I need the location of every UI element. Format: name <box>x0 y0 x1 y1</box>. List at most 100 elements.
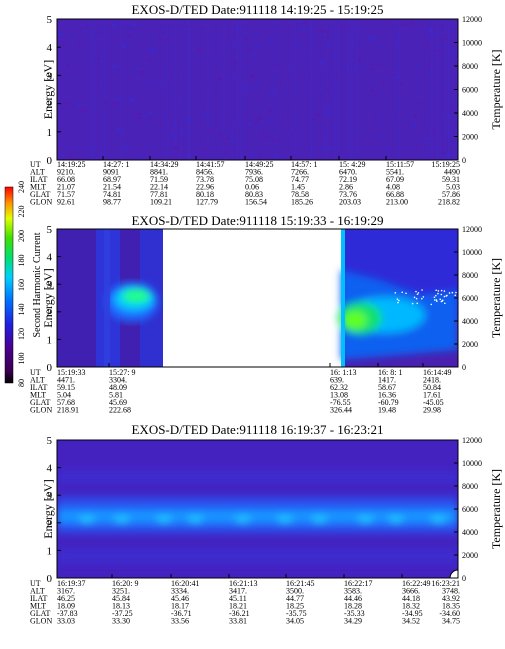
table-cell: 18.13 <box>112 602 130 611</box>
colorbar-tick-label: 160 <box>17 279 26 291</box>
colorbar-tick-label: 240 <box>17 181 26 193</box>
y-tick-label-right: 8000 <box>462 482 478 491</box>
table-cell: 16: 1:13 <box>330 368 356 377</box>
y-tick-label-right: 2000 <box>462 133 478 142</box>
table-cell: 45.84 <box>112 594 130 603</box>
table-cell: 3167. <box>57 587 75 596</box>
table-cell: 46.25 <box>57 594 75 603</box>
y-tick-label: 4 <box>47 252 53 264</box>
table-cell: 45.11 <box>229 594 247 603</box>
row-label-ilat: ILAT <box>30 383 47 392</box>
table-cell: 639. <box>330 376 344 385</box>
y-tick-label: 1 <box>47 127 53 139</box>
table-cell: 21.54 <box>103 183 121 192</box>
row-label-glat: GLAT <box>30 398 51 407</box>
table-cell: 109.21 <box>150 198 172 207</box>
table-cell: 43.92 <box>442 594 460 603</box>
table-cell: 7266. <box>291 168 309 177</box>
row-label-ilat: ILAT <box>30 594 47 603</box>
table-cell: 14:27: 1 <box>103 160 129 169</box>
table-cell: 57.68 <box>57 398 75 407</box>
y-tick-label: 3 <box>47 490 53 502</box>
table-cell: 73.76 <box>339 190 357 199</box>
table-cell: 78.58 <box>291 190 309 199</box>
table-cell: 18.17 <box>171 602 189 611</box>
y-axis-label-right: Temperature [K] <box>489 49 503 129</box>
table-cell: -34.60 <box>439 609 460 618</box>
table-cell: 50.84 <box>423 383 441 392</box>
table-cell: 6470. <box>339 168 357 177</box>
row-label-alt: ALT <box>30 587 45 596</box>
table-cell: 16:22:17 <box>344 579 372 588</box>
y-axis-label-right: Temperature [K] <box>489 469 503 549</box>
orbit-parameter-table: UT 14:19:25 14:27: 1 14:34:29 14:41:57 14:49:… <box>30 160 460 207</box>
table-cell: -76.55 <box>330 398 351 407</box>
table-cell: 34.75 <box>442 617 460 626</box>
y-tick-label: 3 <box>47 279 53 291</box>
table-cell: 3500. <box>286 587 304 596</box>
panel-title: EXOS-D/TED Date:911118 16:19:37 - 16:23:… <box>131 422 383 437</box>
row-label-alt: ALT <box>30 376 45 385</box>
table-cell: 33.30 <box>112 617 130 626</box>
y-tick-label-right: 0 <box>462 363 466 372</box>
y-tick-label: 0 <box>47 573 53 585</box>
table-cell: 34.29 <box>344 617 362 626</box>
y-tick-label-right: 6000 <box>462 86 478 95</box>
table-cell: 4.08 <box>386 183 400 192</box>
table-cell: 44.77 <box>286 594 304 603</box>
y-tick-label: 4 <box>47 463 53 475</box>
row-label-glat: GLAT <box>30 609 51 618</box>
table-cell: 14:57: 1 <box>291 160 317 169</box>
spectrogram-panel-3: EXOS-D/TED Date:911118 16:19:37 - 16:23:… <box>30 422 503 626</box>
table-cell: 45.69 <box>109 398 127 407</box>
table-cell: 66.08 <box>57 175 75 184</box>
row-label-ut: UT <box>30 368 41 377</box>
table-cell: 75.08 <box>245 175 263 184</box>
y-tick-label-right: 6000 <box>462 294 478 303</box>
table-cell: 0.06 <box>245 183 259 192</box>
table-cell: 80.18 <box>196 190 214 199</box>
panel-title: EXOS-D/TED Date:911118 14:19:25 - 15:19:… <box>131 2 383 17</box>
spectrogram-panel-1: EXOS-D/TED Date:911118 14:19:25 - 15:19:… <box>30 2 503 207</box>
table-cell: 77.81 <box>150 190 168 199</box>
table-cell: 34.05 <box>286 617 304 626</box>
table-cell: 16:21:13 <box>229 579 257 588</box>
table-cell: 203.03 <box>339 198 361 207</box>
spectrogram-segment-left <box>57 229 163 367</box>
table-cell: 57.86 <box>442 190 460 199</box>
colorbar-scale <box>4 186 14 384</box>
table-cell: 15:19:25 <box>432 160 460 169</box>
table-cell: 45.46 <box>171 594 189 603</box>
table-cell: -60.79 <box>378 398 399 407</box>
table-cell: 33.56 <box>171 617 189 626</box>
table-cell: 22.96 <box>196 183 214 192</box>
table-cell: 15:19:33 <box>57 368 85 377</box>
table-cell: 1.45 <box>291 183 305 192</box>
table-cell: 16:21:45 <box>286 579 314 588</box>
row-label-mlt: MLT <box>30 602 46 611</box>
table-cell: 22.14 <box>150 183 168 192</box>
table-cell: 5541. <box>386 168 404 177</box>
table-cell: 185.26 <box>291 198 313 207</box>
table-cell: 59.15 <box>57 383 75 392</box>
table-cell: -45.05 <box>423 398 444 407</box>
table-cell: 98.77 <box>103 198 121 207</box>
y-tick-label: 4 <box>47 42 53 54</box>
table-cell: 18.09 <box>57 602 75 611</box>
table-cell: 34.52 <box>402 617 420 626</box>
table-cell: 222.68 <box>109 406 131 415</box>
table-cell: 218.91 <box>57 406 79 415</box>
table-cell: 17.61 <box>423 391 441 400</box>
y-tick-label-right: 6000 <box>462 505 478 514</box>
table-cell: 48.09 <box>109 383 127 392</box>
y-tick-label: 1 <box>47 545 53 557</box>
row-label-ilat: ILAT <box>30 175 47 184</box>
table-cell: 18.35 <box>442 602 460 611</box>
spectrogram-panel-2: EXOS-D/TED Date:911118 15:19:33 - 16:19:… <box>30 213 503 415</box>
table-cell: 66.88 <box>386 190 404 199</box>
y-tick-label-right: 4000 <box>462 528 478 537</box>
row-label-glon: GLON <box>30 617 52 626</box>
table-cell: 19.48 <box>378 406 396 415</box>
row-label-ut: UT <box>30 160 41 169</box>
